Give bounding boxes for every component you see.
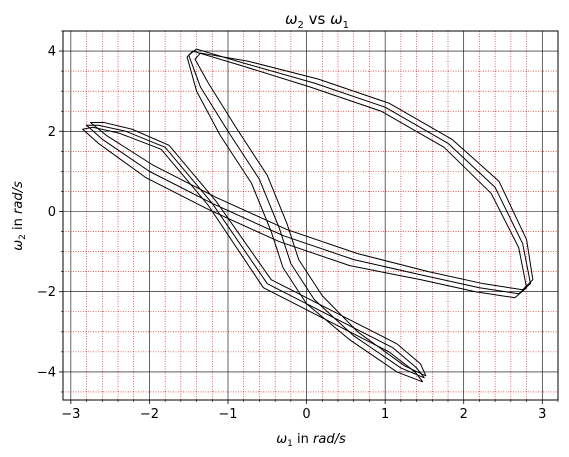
y-tick-label: 0 [48,205,56,220]
x-tick-label: 2 [460,407,468,422]
title-sub-a: 2 [298,20,304,31]
x-label-var: ω [276,432,287,447]
y-label-text: in [11,214,26,234]
x-tick-label: 3 [538,407,546,422]
x-tick-label: 0 [302,407,310,422]
title-var-a: ω [285,10,298,28]
y-tick-label: −2 [37,285,56,300]
title-mid: vs [304,10,330,28]
y-label-sub: 2 [18,234,28,240]
plot-area [63,31,558,400]
trajectory-loop-2 [82,50,528,383]
y-tick-label: 4 [48,45,56,60]
y-axis-ticks: −4 −2 0 2 4 [37,30,63,393]
x-tick-label: −2 [140,407,159,422]
trajectory-loop-1 [86,48,531,379]
title-sub-b: 1 [343,20,349,31]
plot-frame [62,30,559,401]
x-tick-label: −1 [218,407,237,422]
x-axis-ticks: −3 −2 −1 0 1 2 3 [61,400,559,422]
trajectory-loop-3 [90,52,534,377]
y-label-var: ω [11,240,26,251]
y-axis-label: ω2 in rad/s [11,181,28,251]
x-label-sub: 1 [287,439,293,449]
y-label-unit: rad/s [11,181,26,214]
x-tick-label: 1 [381,407,389,422]
x-tick-label: −3 [61,407,80,422]
x-axis-label: ω1 in rad/s [276,432,346,449]
series-group [82,48,534,383]
major-grid [63,31,558,400]
y-tick-label: 2 [48,125,56,140]
x-label-text: in [293,432,313,447]
y-tick-label: −4 [37,365,56,380]
x-label-unit: rad/s [313,432,346,447]
title-var-b: ω [330,10,343,28]
chart-title: ω2 vs ω1 [285,10,349,31]
